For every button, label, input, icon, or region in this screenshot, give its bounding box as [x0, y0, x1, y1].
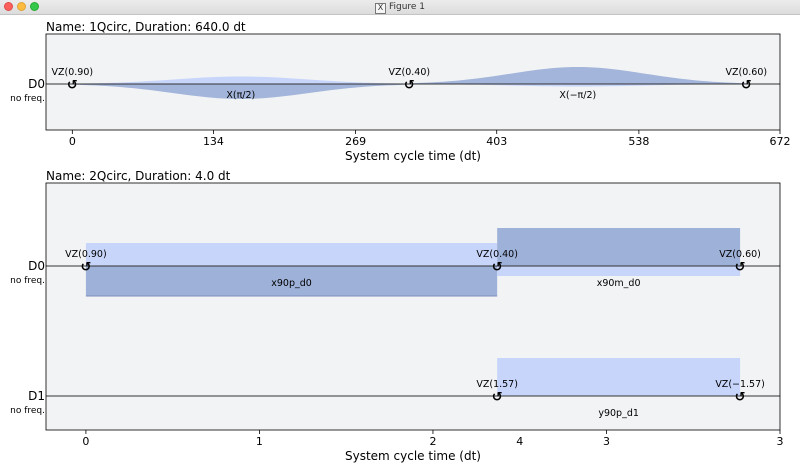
x-tick-label: 269: [345, 135, 366, 148]
window-title-text: Figure 1: [388, 2, 426, 12]
x-tick-label: 403: [486, 135, 507, 148]
phase-rotation-icon: ↺: [67, 78, 78, 93]
close-window-button[interactable]: [4, 2, 13, 11]
axes-frame: [45, 33, 781, 131]
x-tick-label: 134: [203, 135, 224, 148]
phase-label: VZ(0.90): [65, 249, 107, 260]
phase-rotation-icon: ↺: [741, 78, 752, 93]
pulse-real-area: [85, 266, 498, 296]
pulse-imag-area: [85, 243, 498, 266]
phase-rotation-icon: ↺: [80, 260, 91, 275]
x-tick-label: 0: [82, 435, 89, 448]
phase-label: VZ(1.57): [476, 379, 518, 390]
phase-label: VZ(0.40): [389, 67, 431, 78]
x-axis-label: System cycle time (dt): [345, 149, 481, 163]
pulse-label: X(π/2): [226, 90, 255, 101]
channel-sublabel: no freq.: [10, 94, 45, 104]
phase-rotation-icon: ↺: [404, 78, 415, 93]
x-tick-label: 538: [628, 135, 649, 148]
x-tick-label: 2: [429, 435, 436, 448]
phase-rotation-icon: ↺: [735, 390, 746, 405]
pulse-imag-area: [497, 266, 741, 276]
x-tick-label: 3: [777, 435, 784, 448]
channel-label: D0: [28, 259, 45, 273]
figure-canvas: X(π/2) X(−π/2)VZ(0.90)↺VZ(0.40)↺VZ(0.60)↺…: [10, 20, 791, 463]
matplotlib-x-icon: X: [374, 3, 386, 14]
x-tick-label: 0: [69, 135, 76, 148]
pulse-imag-area: [409, 84, 747, 87]
x-tick-label: 4: [516, 435, 523, 448]
pulse-real-area: [72, 84, 410, 99]
phase-label: VZ(0.60): [726, 67, 768, 78]
window-titlebar: X Figure 1: [0, 0, 800, 15]
axes-frame: [45, 182, 781, 431]
phase-label: VZ(0.60): [719, 249, 761, 260]
channel-label: D1: [28, 389, 45, 403]
phase-label: VZ(−1.57): [715, 379, 765, 390]
chart-title: Name: 1Qcirc, Duration: 640.0 dt: [46, 20, 246, 34]
phase-label: VZ(0.90): [52, 67, 94, 78]
pulse-real-area: [497, 228, 741, 266]
channel-sublabel: no freq.: [10, 276, 45, 286]
zoom-window-button[interactable]: [30, 2, 39, 11]
phase-rotation-icon: ↺: [492, 390, 503, 405]
x-tick-label: 1: [256, 435, 263, 448]
pulse-imag-area: [497, 358, 741, 396]
pulse-imag-area: [72, 76, 410, 84]
phase-rotation-icon: ↺: [492, 260, 503, 275]
pulse-label: X(−π/2): [559, 90, 596, 101]
phase-rotation-icon: ↺: [735, 260, 746, 275]
phase-label: VZ(0.40): [476, 249, 518, 260]
x-tick-label: 672: [770, 135, 791, 148]
window-title: X Figure 1: [0, 0, 800, 14]
pulse-label: x90p_d0: [271, 278, 312, 289]
pulse-label: y90p_d1: [598, 408, 639, 419]
minimize-window-button[interactable]: [17, 2, 26, 11]
channel-label: D0: [28, 77, 45, 91]
chart-title: Name: 2Qcirc, Duration: 4.0 dt: [46, 169, 231, 183]
x-tick-label: 3: [603, 435, 610, 448]
channel-sublabel: no freq.: [10, 406, 45, 416]
pulse-real-area: [409, 67, 747, 84]
pulse-label: x90m_d0: [597, 278, 641, 289]
x-axis-label: System cycle time (dt): [345, 449, 481, 463]
